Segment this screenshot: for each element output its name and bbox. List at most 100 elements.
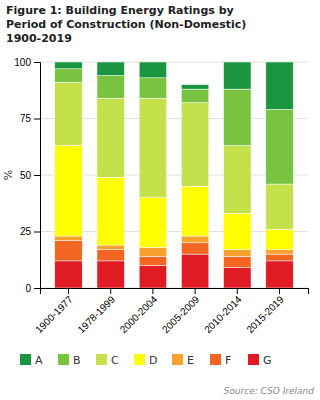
bar-segment — [181, 236, 208, 243]
bar-segment — [55, 146, 82, 236]
tick-label: 100 — [14, 57, 31, 68]
bar-segment — [139, 78, 166, 98]
bar-segment — [224, 213, 251, 249]
tick-label: 2010-2014 — [202, 293, 244, 335]
legend-label: A — [35, 354, 43, 367]
bar-segment — [55, 241, 82, 261]
bar-segment — [97, 76, 124, 99]
legend-label: G — [263, 354, 272, 367]
legend-label: C — [111, 354, 119, 367]
tick: 100 — [14, 57, 40, 68]
legend-swatch — [58, 354, 69, 365]
bar-segment — [224, 268, 251, 288]
tick-mark — [110, 288, 111, 294]
tick-label: 0 — [25, 283, 31, 294]
chart: Figure 1: Building Energy Ratings byPeri… — [0, 0, 320, 400]
series — [55, 62, 293, 109]
bar-segment — [181, 89, 208, 103]
tick: 1900-1977 — [33, 288, 75, 335]
legend-item: E — [172, 354, 194, 367]
tick: 2000-2004 — [118, 288, 160, 335]
bar-segment — [139, 98, 166, 197]
bar-segment — [224, 256, 251, 267]
bar-segment — [224, 89, 251, 145]
tick-label: 25 — [20, 226, 32, 237]
legend-swatch — [20, 354, 31, 365]
legend-swatch — [96, 354, 107, 365]
legend-swatch — [172, 354, 183, 365]
bar-segment — [55, 69, 82, 83]
y-axis-title: % — [2, 170, 15, 180]
tick: 75 — [20, 113, 40, 124]
tick-mark — [34, 288, 40, 289]
legend: A B C D E F G — [20, 354, 272, 367]
legend-item: F — [210, 354, 231, 367]
bar-segment — [139, 62, 166, 78]
legend-label: D — [149, 354, 157, 367]
tick: 50 — [20, 170, 40, 181]
tick-mark — [34, 175, 40, 176]
title: Figure 1: Building Energy Ratings byPeri… — [6, 4, 246, 45]
bar-segment — [139, 256, 166, 265]
plot: 0 25 50 75 100 1900-19771978-19992000-2004200… — [14, 57, 308, 336]
y-axis: 0 25 50 75 100 — [14, 57, 40, 294]
series — [55, 241, 293, 268]
tick-mark — [34, 62, 40, 63]
title-line: Figure 1: Building Energy Ratings by — [6, 4, 234, 17]
axis-line — [34, 63, 41, 289]
tick: 0 — [25, 283, 40, 294]
tick: 1978-1999 — [75, 288, 117, 335]
legend-item: G — [248, 354, 272, 367]
tick-mark — [195, 288, 196, 294]
bar-segment — [224, 146, 251, 214]
legend-item: B — [58, 354, 81, 367]
legend-label: E — [187, 354, 194, 367]
tick-mark — [34, 119, 40, 120]
bar-segment — [181, 243, 208, 254]
legend-item: D — [134, 354, 157, 367]
bar-segment — [55, 236, 82, 241]
x-axis: 1900-19771978-19992000-20042005-20092010… — [33, 288, 308, 335]
title-line: 1900-2019 — [6, 32, 72, 45]
legend-item: A — [20, 354, 43, 367]
bar-segment — [266, 109, 293, 184]
bar-segment — [55, 261, 82, 288]
bar-segment — [266, 254, 293, 261]
bar-segment — [97, 62, 124, 76]
bar-segment — [266, 261, 293, 288]
tick: 2010-2014 — [202, 288, 244, 335]
grid — [40, 62, 308, 288]
title-line: Period of Construction (Non-Domestic) — [6, 18, 246, 31]
bar-segment — [97, 98, 124, 177]
legend-label: B — [73, 354, 81, 367]
tick-label: 2015-2019 — [244, 293, 286, 335]
series — [55, 146, 293, 250]
bar-segment — [139, 247, 166, 256]
bar-segment — [139, 198, 166, 248]
legend-label: F — [225, 354, 231, 367]
bar-segment — [97, 261, 124, 288]
series — [55, 254, 293, 288]
series — [55, 82, 293, 229]
tick-label: 2005-2009 — [160, 293, 202, 335]
bar-segment — [181, 85, 208, 90]
tick-label: 1978-1999 — [75, 293, 117, 335]
tick-mark — [279, 288, 280, 294]
annotation: Source: CSO Ireland — [224, 386, 315, 396]
tick: 2015-2019 — [244, 288, 286, 335]
bar-segment — [181, 103, 208, 187]
legend-swatch — [248, 354, 259, 365]
tick-label: 2000-2004 — [118, 293, 160, 335]
legend-swatch — [210, 354, 221, 365]
tick-mark — [68, 288, 69, 294]
tick-mark — [34, 232, 40, 233]
bar-segment — [181, 186, 208, 236]
bar-segment — [139, 265, 166, 288]
bar-segment — [266, 229, 293, 249]
tick-label: 50 — [20, 170, 32, 181]
legend-swatch — [134, 354, 145, 365]
bar-segment — [266, 184, 293, 229]
tick-mark — [152, 288, 153, 294]
bar-segment — [266, 250, 293, 255]
series — [55, 236, 293, 256]
